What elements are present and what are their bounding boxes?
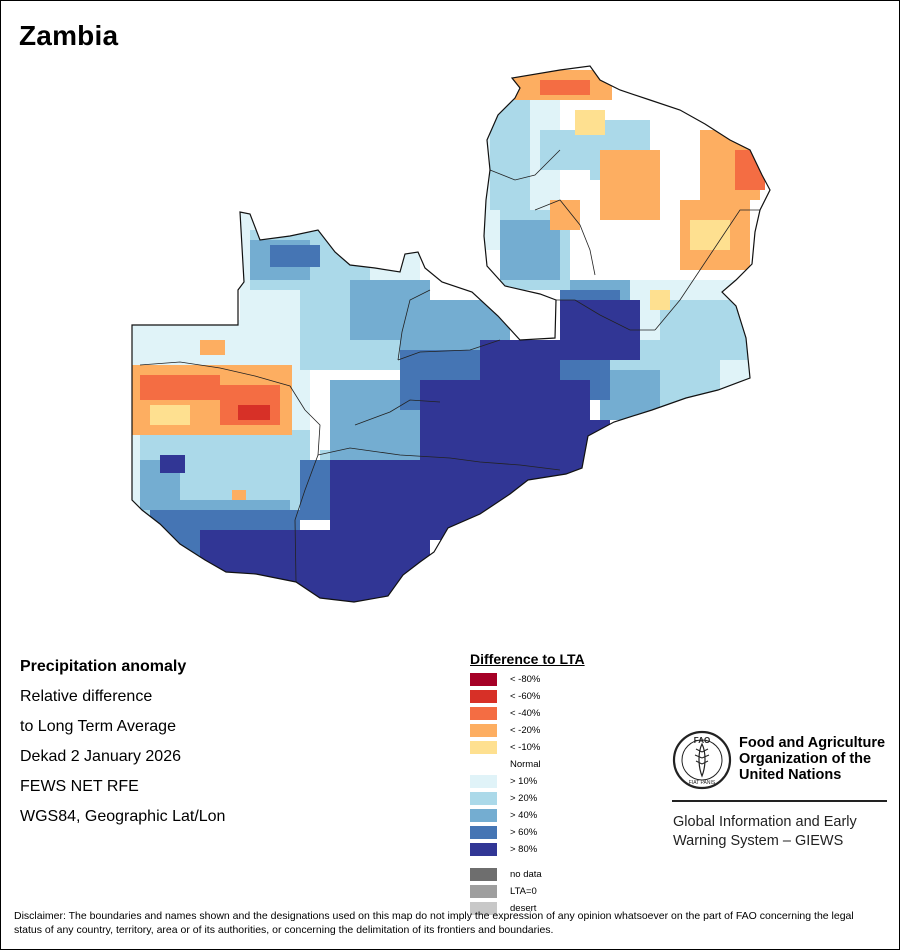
map-title: Zambia (19, 20, 119, 51)
legend-label: > 80% (510, 844, 538, 855)
disclaimer: Disclaimer: The boundaries and names sho… (14, 910, 854, 936)
legend-swatch (470, 707, 497, 720)
info-line: WGS84, Geographic Lat/Lon (20, 808, 226, 825)
legend-item: > 80% (470, 843, 585, 860)
legend-swatch (470, 826, 497, 839)
fao-name: Food and Agriculture Organization of the… (739, 735, 885, 783)
fao-logo-motto: FIAT PANIS (689, 780, 716, 786)
legend-item: Normal (470, 758, 585, 775)
fao-logo-text: FAO (694, 736, 710, 745)
info-line: Relative difference (20, 688, 153, 705)
legend-swatch (470, 758, 497, 771)
legend-swatch (470, 741, 497, 754)
legend-swatch (470, 775, 497, 788)
legend-label: < -60% (510, 691, 541, 702)
legend-item: > 60% (470, 826, 585, 843)
legend-label: > 60% (510, 827, 538, 838)
legend-label: > 40% (510, 810, 538, 821)
legend-item: desert (470, 902, 585, 919)
legend-item: < -60% (470, 690, 585, 707)
legend-extra: no data LTA=0 desert (470, 868, 585, 919)
legend: Difference to LTA < -80% < -60% < -40% < -2… (470, 651, 585, 919)
legend-label: < -80% (510, 674, 541, 685)
legend-item: > 20% (470, 792, 585, 809)
map-info: Precipitation anomaly Relative differenc… (20, 656, 225, 836)
legend-swatch (470, 885, 497, 898)
info-heading: Precipitation anomaly (20, 658, 187, 675)
divider (672, 800, 887, 802)
legend-swatch (470, 843, 497, 856)
province-boundaries (139, 149, 760, 583)
fao-name-line: United Nations (739, 767, 842, 783)
dry-northeast-zone (512, 70, 765, 310)
legend-swatch (470, 690, 497, 703)
legend-swatch (470, 724, 497, 737)
legend-label: < -20% (510, 725, 541, 736)
legend-label: > 20% (510, 793, 538, 804)
anomaly-map (131, 65, 771, 603)
legend-title: Difference to LTA (470, 651, 585, 667)
legend-swatch (470, 902, 497, 915)
legend-rows: < -80% < -60% < -40% < -20% < -10% Normal > 10… (470, 673, 585, 860)
legend-item: no data (470, 868, 585, 885)
fao-name-line: Food and Agriculture (739, 735, 886, 751)
legend-item: > 10% (470, 775, 585, 792)
info-line: FEWS NET RFE (20, 778, 139, 795)
giews-line: Global Information and Early (673, 814, 857, 830)
dry-west-zone (132, 340, 292, 500)
legend-item: < -10% (470, 741, 585, 758)
giews-name: Global Information and Early Warning Sys… (673, 813, 857, 851)
legend-label: < -10% (510, 742, 541, 753)
legend-swatch (470, 673, 497, 686)
legend-swatch (470, 809, 497, 822)
legend-label: no data (510, 869, 542, 880)
legend-item: < -20% (470, 724, 585, 741)
fao-logo: FAO FIAT PANIS (672, 730, 732, 790)
legend-swatch (470, 868, 497, 881)
legend-label: LTA=0 (510, 886, 537, 897)
anomaly-raster (132, 66, 770, 602)
info-line: to Long Term Average (20, 718, 176, 735)
legend-swatch (470, 792, 497, 805)
legend-label: Normal (510, 759, 541, 770)
giews-line: Warning System – GIEWS (673, 833, 844, 849)
legend-item: > 40% (470, 809, 585, 826)
legend-item: < -80% (470, 673, 585, 690)
fao-name-line: Organization of the (739, 751, 872, 767)
legend-label: < -40% (510, 708, 541, 719)
legend-label: desert (510, 903, 537, 914)
legend-label: > 10% (510, 776, 538, 787)
info-line: Dekad 2 January 2026 (20, 748, 181, 765)
legend-item: < -40% (470, 707, 585, 724)
legend-item: LTA=0 (470, 885, 585, 902)
